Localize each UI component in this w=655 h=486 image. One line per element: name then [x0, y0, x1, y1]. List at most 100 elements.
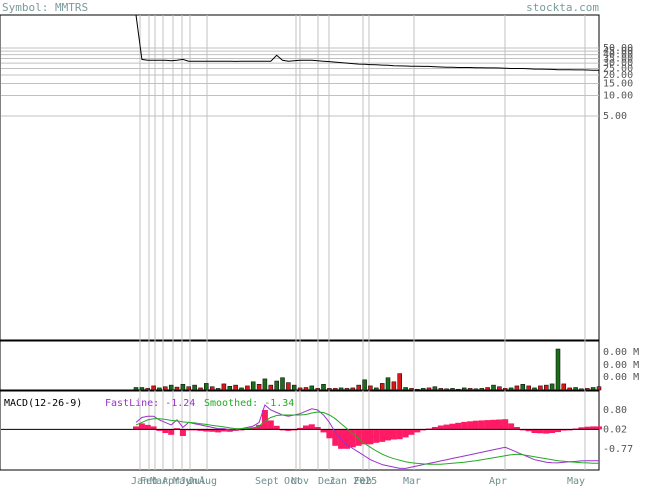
volume-bar [420, 388, 426, 391]
macd-histogram-bar [303, 425, 309, 430]
macd-histogram-bar [291, 429, 298, 431]
macd-histogram-bar [261, 410, 268, 430]
macd-histogram-bar [519, 429, 526, 431]
volume-bar [368, 385, 373, 391]
macd-histogram-bar [408, 429, 415, 435]
price-tick-label: 40.00 [603, 50, 633, 61]
macd-histogram-bar [596, 426, 602, 430]
month-label: Sept [255, 476, 279, 486]
macd-histogram-bar [508, 423, 515, 430]
macd-histogram-bar [549, 429, 556, 433]
macd-histogram-bar [414, 429, 421, 433]
macd-histogram-bar [320, 429, 327, 433]
macd-histogram-bar [502, 419, 509, 430]
macd-histogram-bar [297, 427, 304, 430]
volume-bar [549, 383, 555, 391]
volume-bar [315, 388, 320, 391]
macd-histogram-bar [220, 429, 227, 432]
volume-tick-label: 0.00 M [603, 372, 639, 383]
macd-histogram-bar [367, 429, 374, 445]
month-label: Oct [284, 476, 302, 486]
volume-bar [473, 388, 479, 391]
macd-histogram-bar [203, 429, 210, 432]
macd-histogram-bar [396, 429, 403, 440]
volume-bar [362, 379, 367, 391]
macd-histogram-bar [314, 427, 321, 430]
macd-histogram-bar [273, 425, 280, 430]
volume-bar [491, 384, 496, 391]
volume-bar [145, 388, 150, 391]
volume-bar [139, 387, 145, 391]
volume-bar [520, 384, 526, 391]
macd-histogram-bar [578, 427, 585, 430]
volume-bar [168, 384, 174, 391]
volume-bar [180, 384, 186, 391]
price-axis: 50.0045.0040.0035.0030.0025.0020.0015.00… [603, 43, 633, 122]
volume-bars [133, 348, 602, 391]
macd-histogram-bar [437, 425, 444, 430]
macd-histogram-bar [461, 421, 468, 430]
volume-bar [338, 387, 344, 391]
volume-bar [426, 387, 432, 391]
volume-bar [174, 386, 180, 391]
macd-histogram-bar [555, 429, 561, 433]
symbol-label: Symbol: MMTRS [2, 1, 88, 14]
volume-bar [280, 377, 285, 391]
volume-bar [444, 388, 449, 391]
macd-histogram-bar [179, 429, 186, 436]
volume-bar [221, 383, 227, 391]
volume-bar [526, 385, 531, 391]
volume-bar [514, 385, 520, 391]
volume-bar [573, 387, 578, 391]
volume-bar [379, 383, 385, 391]
macd-histogram-bar [472, 420, 479, 430]
macd-histogram-bar [267, 420, 274, 430]
macd-histogram-bar [138, 423, 145, 430]
macd-histogram-bar [361, 429, 368, 445]
macd-histogram-bar [455, 422, 462, 430]
volume-bar [186, 386, 191, 391]
month-label: Nov [291, 476, 309, 486]
macd-histogram-bar [185, 429, 192, 431]
month-label: Jan 2025 [329, 476, 377, 486]
macd-histogram-bar [484, 420, 491, 430]
volume-bar [538, 385, 543, 391]
volume-bar [532, 387, 537, 391]
macd-fastline-label: FastLine: -1.24 [105, 398, 195, 409]
macd-histogram-bar [373, 429, 380, 443]
volume-bar [245, 385, 250, 391]
volume-bar [268, 384, 274, 391]
month-label: Jun [180, 476, 198, 486]
price-tick-label: 35.00 [603, 54, 633, 65]
macd-tick-label: -0.77 [603, 444, 633, 455]
volume-bar [262, 378, 268, 391]
macd-histogram-bar [162, 429, 169, 433]
volume-bar [198, 387, 203, 391]
macd-histogram-bar [133, 426, 139, 430]
macd-histogram-bar [156, 429, 163, 431]
month-label: Jul [188, 476, 206, 486]
macd-histogram-bar [279, 429, 286, 431]
price-tick-label: 30.00 [603, 58, 633, 69]
volume-bar [555, 348, 561, 391]
volume-bar [192, 384, 197, 391]
macd-histogram-bar [144, 424, 151, 430]
macd-histogram-bar [174, 428, 180, 430]
volume-bar [409, 388, 414, 391]
macd-histogram-bar [531, 429, 538, 433]
macd-histogram-bar [496, 419, 503, 430]
volume-bar [163, 386, 168, 391]
volume-bar [333, 388, 338, 391]
volume-bar [256, 384, 262, 391]
macd-histogram-bar [584, 426, 591, 430]
volume-bar [590, 387, 596, 391]
volume-bar [415, 388, 420, 391]
volume-bar [403, 387, 408, 391]
macd-histogram-bar [191, 429, 198, 431]
macd-histogram-bar [590, 426, 597, 430]
volume-bar [297, 387, 303, 391]
volume-bar [391, 381, 397, 391]
